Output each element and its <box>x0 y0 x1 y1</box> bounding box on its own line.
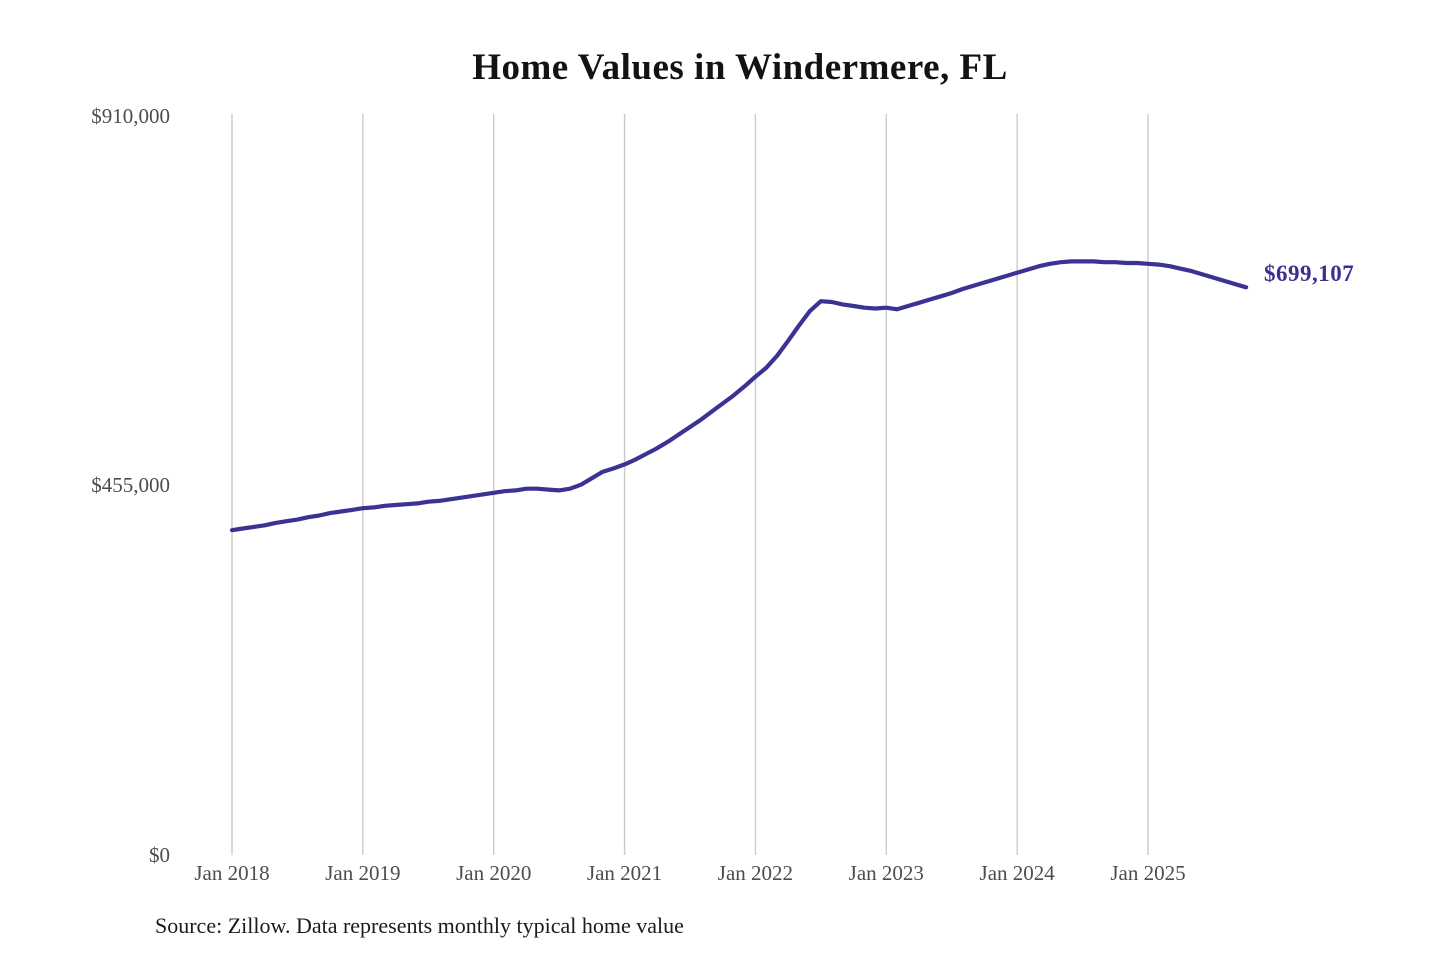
x-axis-label: Jan 2023 <box>849 861 924 885</box>
y-axis-tick-910000: $910,000 <box>91 104 170 128</box>
x-axis-label: Jan 2024 <box>980 861 1056 885</box>
source-note: Source: Zillow. Data represents monthly … <box>155 913 684 938</box>
x-axis-label: Jan 2025 <box>1110 861 1185 885</box>
chart-title: Home Values in Windermere, FL <box>472 47 1008 88</box>
home-value-line <box>229 259 1249 533</box>
y-axis-tick-0: $0 <box>149 843 170 867</box>
x-axis-label: Jan 2020 <box>456 861 531 885</box>
x-axis-label: Jan 2019 <box>325 861 400 885</box>
y-axis-tick-455000: $455,000 <box>91 473 170 497</box>
x-axis-label: Jan 2021 <box>587 861 662 885</box>
latest-value-label: $699,107 <box>1264 261 1355 286</box>
x-axis-label: Jan 2022 <box>718 861 793 885</box>
x-axis-label: Jan 2018 <box>194 861 269 885</box>
